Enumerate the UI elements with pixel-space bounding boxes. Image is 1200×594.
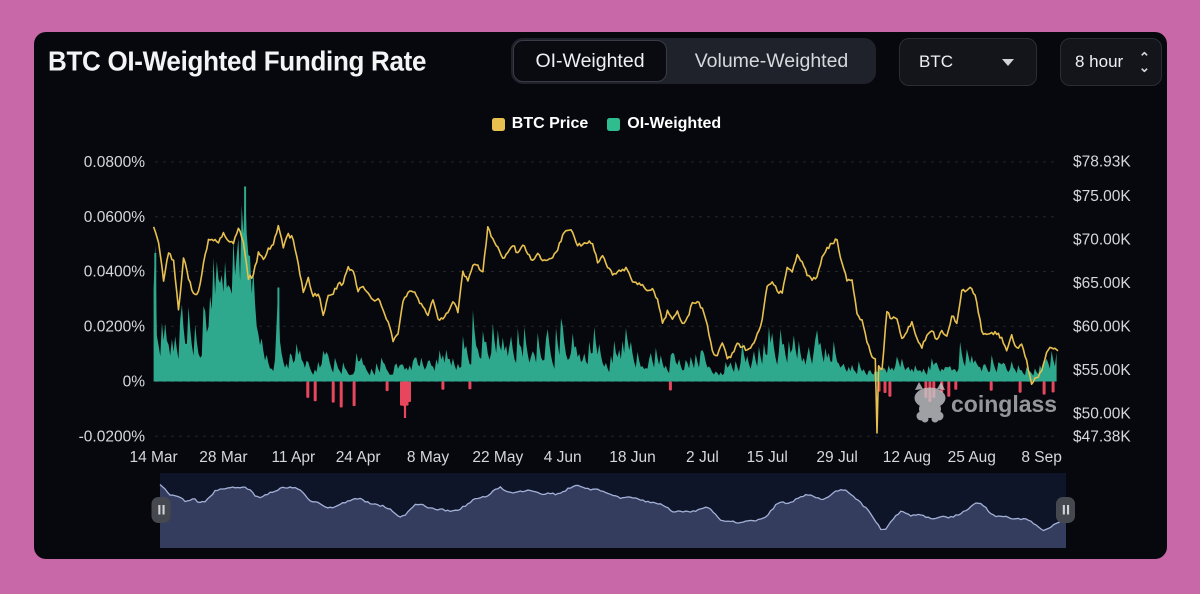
- svg-text:2 Jul: 2 Jul: [686, 449, 719, 466]
- svg-text:18 Jun: 18 Jun: [609, 449, 656, 466]
- svg-text:14 Mar: 14 Mar: [129, 449, 177, 466]
- svg-text:8 May: 8 May: [407, 449, 449, 466]
- svg-text:0.0600%: 0.0600%: [84, 209, 145, 226]
- svg-text:24 Apr: 24 Apr: [336, 449, 381, 466]
- svg-text:$60.00K: $60.00K: [1073, 319, 1131, 336]
- svg-text:4 Jun: 4 Jun: [544, 449, 582, 466]
- svg-text:$75.00K: $75.00K: [1073, 188, 1131, 205]
- svg-text:22 May: 22 May: [472, 449, 523, 466]
- svg-text:$65.00K: $65.00K: [1073, 275, 1131, 292]
- svg-text:8 Sep: 8 Sep: [1021, 449, 1062, 466]
- svg-text:15 Jul: 15 Jul: [747, 449, 788, 466]
- svg-text:25 Aug: 25 Aug: [948, 449, 996, 466]
- svg-text:0%: 0%: [123, 374, 146, 391]
- svg-text:-0.0200%: -0.0200%: [79, 428, 146, 445]
- svg-text:coinglass: coinglass: [951, 391, 1057, 417]
- svg-text:$50.00K: $50.00K: [1073, 406, 1131, 423]
- svg-text:12 Aug: 12 Aug: [883, 449, 931, 466]
- svg-text:$55.00K: $55.00K: [1073, 362, 1131, 379]
- svg-text:29 Jul: 29 Jul: [816, 449, 857, 466]
- svg-text:$78.93K: $78.93K: [1073, 154, 1131, 171]
- svg-text:11 Apr: 11 Apr: [271, 449, 315, 466]
- svg-text:$70.00K: $70.00K: [1073, 231, 1131, 248]
- svg-text:0.0200%: 0.0200%: [84, 318, 145, 335]
- svg-text:0.0800%: 0.0800%: [84, 154, 145, 171]
- svg-text:0.0400%: 0.0400%: [84, 264, 145, 281]
- svg-text:$47.38K: $47.38K: [1073, 429, 1131, 446]
- svg-text:28 Mar: 28 Mar: [199, 449, 247, 466]
